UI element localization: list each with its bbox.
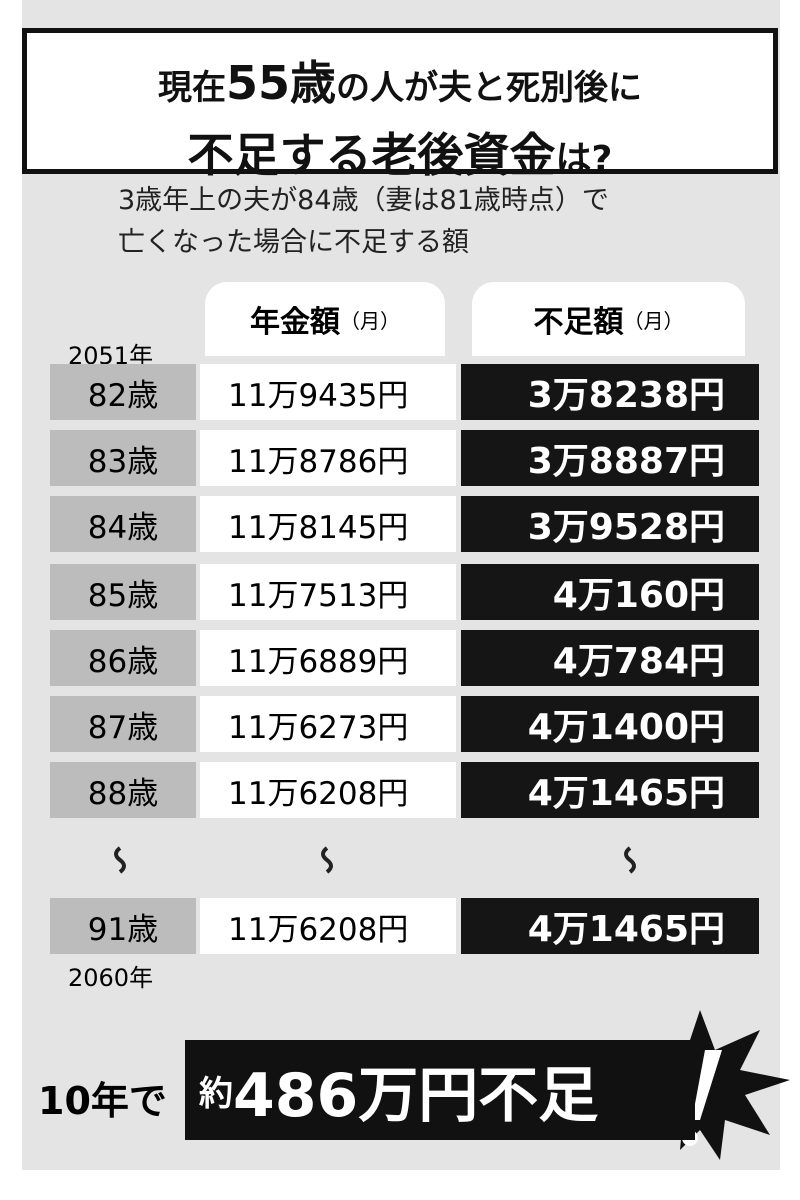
pension-cell: 11万7513円 [200,564,456,620]
age-cell: 83歳 [50,430,196,486]
pension-cell: 11万6208円 [200,898,456,954]
subtitle-line: 3歳年上の夫が84歳（妻は81歳時点）で [118,185,609,216]
title-text: 不足する老後資金 [187,128,556,182]
wave [114,846,126,874]
year-label: 2060年 [68,964,154,992]
shortfall-cell: 4万1465円 [461,898,759,954]
title-emphasis: 55歳 [225,56,336,110]
shortfall-cell: 4万1400円 [461,696,759,752]
pension-cell: 11万6889円 [200,630,456,686]
age-cell: 82歳 [50,364,196,420]
shortfall-cell: 4万1465円 [461,762,759,818]
title-line2: 不足する老後資金は? [27,119,773,185]
footer-prefix: 約 [199,1073,233,1114]
footer-box: 約 486万円不足 [185,1040,695,1140]
shortfall-cell: 4万784円 [461,630,759,686]
age-cell: 88歳 [50,762,196,818]
title-box: 現在55歳の人が夫と死別後に 不足する老後資金は? [22,28,778,182]
pension-cell: 11万6273円 [200,696,456,752]
column-unit: （月） [340,308,400,333]
footer-amount: 486万円不足 [233,1060,599,1131]
subtitle: 3歳年上の夫が84歳（妻は81歳時点）で 亡くなった場合に不足する額 [118,180,609,264]
age-cell: 86歳 [50,630,196,686]
pension-cell: 11万8145円 [200,496,456,552]
title-line1: 現在55歳の人が夫と死別後に [27,47,773,113]
footer-lead: 10年で [38,1079,167,1123]
title-text: は? [555,139,613,180]
age-cell: 85歳 [50,564,196,620]
pension-cell: 11万6208円 [200,762,456,818]
age-cell: 87歳 [50,696,196,752]
column-label: 不足額 [533,305,624,340]
starburst [680,1010,790,1160]
pension-cell: 11万8786円 [200,430,456,486]
title-text: の人が夫と死別後に [336,68,642,108]
exclamation [692,1050,722,1120]
pension-cell: 11万9435円 [200,364,456,420]
shortfall-cell: 3万9528円 [461,496,759,552]
wave [321,846,333,874]
title-text: 現在 [157,68,226,108]
column-header: 不足額 （月） [472,282,745,356]
column-unit: （月） [623,308,684,333]
age-cell: 91歳 [50,898,196,954]
age-cell: 84歳 [50,496,196,552]
shortfall-cell: 3万8887円 [461,430,759,486]
shortfall-cell: 4万160円 [461,564,759,620]
column-header: 年金額 （月） [205,282,445,356]
wave [624,846,636,874]
ellipsis-marks [114,846,636,874]
shortfall-cell: 3万8238円 [461,364,759,420]
column-label: 年金額 [250,305,340,340]
subtitle-line: 亡くなった場合に不足する額 [118,227,469,258]
